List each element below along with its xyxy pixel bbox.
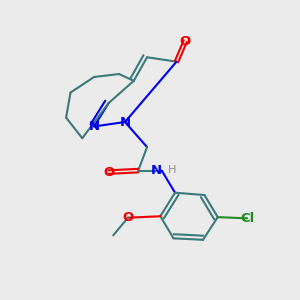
Text: N: N [88, 120, 100, 133]
Text: Cl: Cl [240, 212, 254, 225]
Text: H: H [168, 165, 177, 175]
Text: O: O [103, 166, 114, 178]
Text: O: O [180, 34, 191, 48]
Text: O: O [122, 211, 134, 224]
Text: N: N [151, 164, 162, 177]
Text: N: N [119, 116, 130, 128]
